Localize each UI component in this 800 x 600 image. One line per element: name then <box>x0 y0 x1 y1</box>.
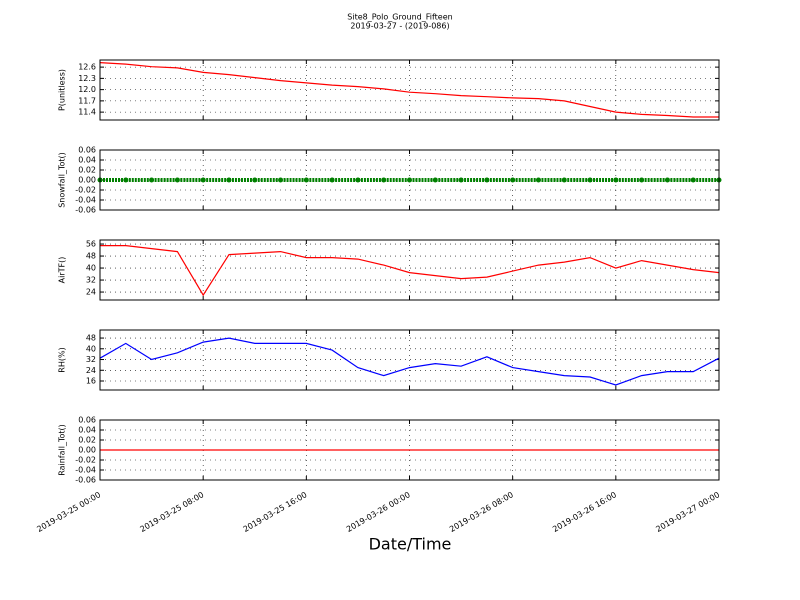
plot-frame <box>99 419 720 481</box>
y-axis-label: P(unitless) <box>58 69 67 111</box>
plot-frame <box>99 239 720 301</box>
y-tick-label: 24 <box>86 366 96 375</box>
y-tick-label: 40 <box>86 344 96 353</box>
y-tick-label: -0.06 <box>75 206 96 215</box>
y-tick-label: 32 <box>86 355 96 364</box>
y-tick-label: 16 <box>86 377 96 386</box>
figure-subtitle: 2019-03-27 - (2019-086) <box>350 22 449 31</box>
y-tick-label: 0.06 <box>78 416 96 425</box>
y-tick-label: -0.02 <box>75 456 96 465</box>
y-tick-label: 0.04 <box>78 426 96 435</box>
y-tick-label: -0.06 <box>75 476 96 485</box>
y-tick-label: 0.00 <box>78 176 96 185</box>
y-tick-label: 32 <box>86 276 96 285</box>
y-tick-label: 48 <box>86 252 96 261</box>
x-tick-label: 2019-03-25 16:00 <box>242 490 309 534</box>
y-tick-label: 0.02 <box>78 436 96 445</box>
y-tick-label: -0.02 <box>75 186 96 195</box>
y-tick-label: 48 <box>86 334 96 343</box>
data-line <box>100 245 720 297</box>
y-tick-label: 0.02 <box>78 166 96 175</box>
x-tick-label: 2019-03-27 00:00 <box>654 490 721 534</box>
x-tick-label: 2019-03-26 00:00 <box>345 490 412 534</box>
plot-frame <box>99 329 720 391</box>
y-tick-label: 12.3 <box>78 74 96 83</box>
y-axis-label: AirTF() <box>58 257 67 284</box>
y-tick-label: 56 <box>86 240 96 249</box>
y-tick-label: 0.00 <box>78 446 96 455</box>
plot-frame <box>99 59 720 121</box>
y-tick-label: -0.04 <box>75 196 96 205</box>
x-tick-label: 2019-03-26 08:00 <box>448 490 515 534</box>
x-tick-label: 2019-03-25 08:00 <box>138 490 205 534</box>
y-tick-label: 12.6 <box>78 63 96 72</box>
y-axis-label: Snowfall_Tot() <box>58 152 67 208</box>
y-tick-label: 0.06 <box>78 146 96 155</box>
y-tick-label: -0.04 <box>75 466 96 475</box>
y-tick-label: 11.7 <box>78 96 96 105</box>
x-tick-label: 2019-03-25 00:00 <box>35 490 102 534</box>
y-tick-label: 12.0 <box>78 85 96 94</box>
y-tick-label: 40 <box>86 264 96 273</box>
y-tick-label: 11.4 <box>78 108 96 117</box>
y-tick-label: 24 <box>86 288 96 297</box>
data-line <box>99 62 719 118</box>
figure-title: Site8_Polo_Ground_Fifteen <box>347 13 452 22</box>
y-tick-label: 0.04 <box>78 156 96 165</box>
plot-frame <box>99 149 720 211</box>
data-line <box>99 337 720 386</box>
x-axis-label: Date/Time <box>369 535 452 554</box>
y-axis-label: Rainfall_Tot() <box>58 424 67 476</box>
y-axis-label: RH(%) <box>58 347 67 372</box>
x-tick-label: 2019-03-26 16:00 <box>551 490 618 534</box>
